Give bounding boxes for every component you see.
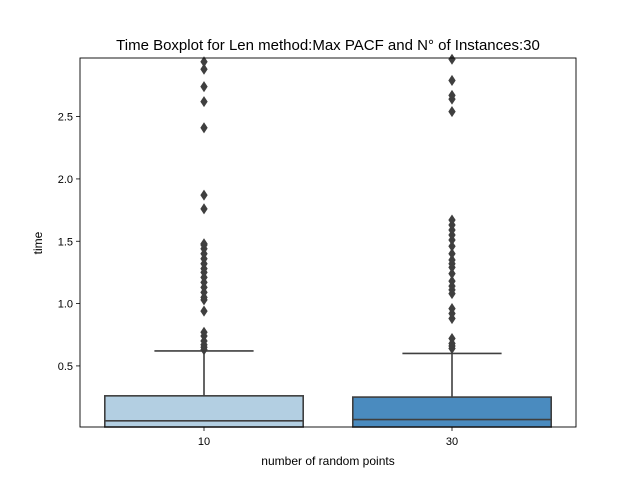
axes-ticks: 0.5 1.0 1.5 2.0 2.5 10 30 [58, 112, 458, 448]
outlier-point [200, 122, 208, 134]
outlier-point [200, 96, 208, 108]
y-tick-label: 2.0 [58, 174, 73, 186]
outlier-point [448, 303, 456, 315]
y-tick-label: 2.5 [58, 112, 73, 124]
outlier-point [448, 332, 456, 345]
y-tick-label: 0.5 [58, 361, 73, 373]
outlier-point [200, 238, 208, 250]
x-tick-label: 10 [198, 436, 210, 448]
outlier-point [200, 81, 208, 93]
outlier-point [448, 268, 456, 280]
outlier-point [200, 326, 208, 338]
box-iqr [351, 396, 552, 428]
outlier-point [200, 203, 208, 215]
outlier-point [448, 248, 456, 260]
outlier-point [448, 74, 456, 86]
outlier-point [200, 63, 208, 75]
outlier-point [448, 214, 456, 226]
outlier-point [200, 305, 208, 317]
y-tick-label: 1.0 [58, 299, 73, 311]
y-tick-label: 1.5 [58, 236, 73, 248]
x-axis-label: number of random points [261, 454, 394, 468]
box-group-10 [104, 56, 304, 428]
outlier-point [448, 106, 456, 118]
outlier-point [448, 275, 456, 287]
outlier-point [448, 254, 456, 266]
box-group-30 [351, 53, 552, 428]
x-tick-label: 30 [446, 436, 458, 448]
outlier-point [200, 189, 208, 201]
y-axis-label: time [31, 231, 45, 254]
outlier-point [200, 56, 208, 68]
plot-area [104, 53, 552, 428]
outlier-point [448, 240, 456, 252]
axes-frame [79, 57, 577, 428]
box-iqr [104, 395, 304, 428]
chart-title: Time Boxplot for Len method:Max PACF and… [116, 37, 540, 54]
outlier-point [448, 89, 456, 101]
